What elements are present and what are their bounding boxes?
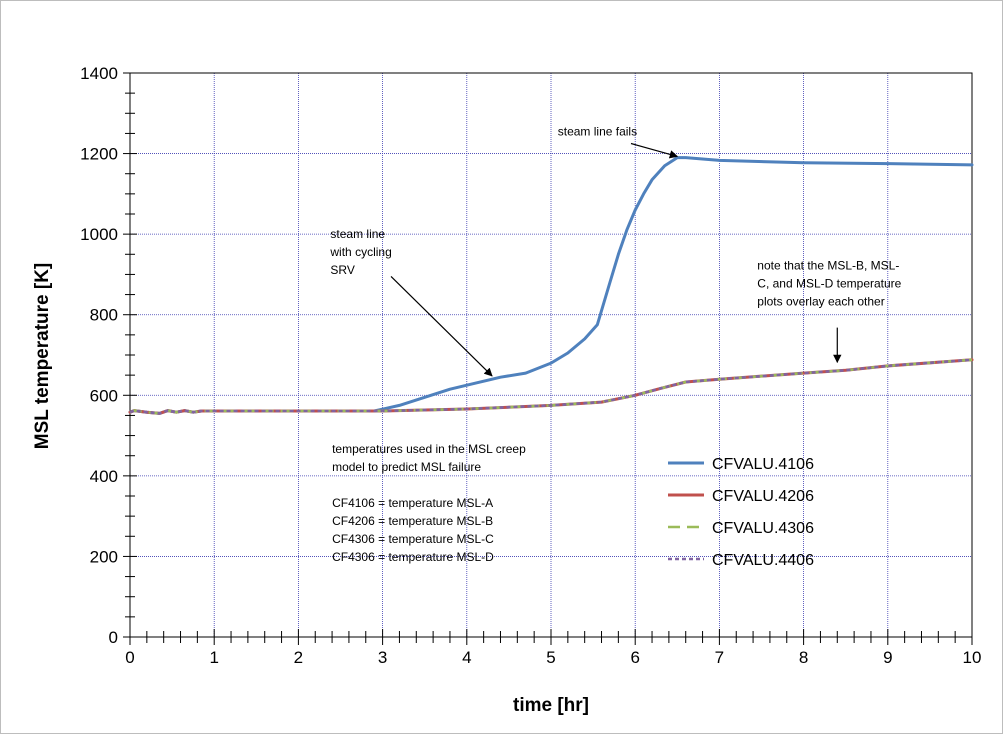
annotation-line: with cycling	[329, 245, 391, 259]
annotation-arrow-1	[390, 276, 493, 377]
x-tick-label: 7	[715, 648, 724, 667]
annotation-text-1: steam line with cycling SRV	[329, 227, 391, 277]
grid	[130, 72, 973, 637]
annotation-line	[332, 474, 335, 488]
y-tick-label: 400	[90, 467, 118, 486]
annotation-line: C, and MSL-D temperature	[757, 277, 901, 291]
y-axis-title: MSL temperature [K]	[32, 263, 53, 450]
y-tick-label: 200	[90, 547, 118, 566]
annotation-line: steam line	[330, 227, 385, 241]
y-tick-label: 600	[90, 386, 118, 405]
annotation-line: steam line fails	[558, 124, 637, 138]
legend-label-0: CFVALU.4106	[712, 456, 814, 473]
x-tick-label: 6	[630, 648, 639, 667]
annotation-line: SRV	[330, 263, 354, 277]
y-tick-label: 1400	[80, 64, 118, 83]
legend-label-3: CFVALU.4406	[712, 552, 814, 569]
x-tick-label: 3	[378, 648, 387, 667]
annotation-arrow-0	[630, 142, 679, 159]
x-tick-label: 9	[883, 648, 892, 667]
annotation-text-3: temperatures used in the MSL creep model …	[332, 442, 526, 564]
annotation-text-0: steam line fails	[558, 124, 637, 138]
annotation-line: note that the MSL-B, MSL-	[757, 259, 899, 273]
legend: CFVALU.4106 CFVALU.4206 CFVALU.4306 CFVALU.…	[668, 456, 814, 569]
legend-label-1: CFVALU.4206	[712, 488, 814, 505]
annotations: steam line fails steam line with cycling SR…	[329, 124, 901, 563]
x-tick-label: 1	[209, 648, 218, 667]
y-tick-label: 1200	[80, 145, 118, 164]
x-tick-label: 2	[294, 648, 303, 667]
annotation-text-2: note that the MSL-B, MSL- C, and MSL-D te…	[757, 259, 901, 309]
y-tick-label: 0	[109, 628, 118, 647]
annotation-line: plots overlay each other	[757, 295, 884, 309]
annotation-line: CF4306 = temperature MSL-D	[332, 550, 494, 564]
x-tick-label: 0	[125, 648, 134, 667]
x-tick-label: 8	[799, 648, 808, 667]
y-tick-label: 1000	[80, 225, 118, 244]
x-tick-label: 4	[462, 648, 471, 667]
annotation-line: CF4106 = temperature MSL-A	[332, 496, 493, 510]
axes: 0 1 2 3 4 5 6 7 8 9 10 0 200 400 600 800 1000 1200 1400	[80, 64, 981, 667]
y-tick-label: 800	[90, 306, 118, 325]
x-axis-title: time [hr]	[513, 695, 589, 716]
annotation-line: model to predict MSL failure	[332, 460, 481, 474]
annotation-line: CF4206 = temperature MSL-B	[332, 514, 493, 528]
series-line-3	[129, 358, 973, 415]
annotation-line: CF4306 = temperature MSL-C	[332, 532, 494, 546]
x-tick-label: 10	[963, 648, 982, 667]
series-lines	[128, 156, 974, 415]
annotation-line: temperatures used in the MSL creep	[332, 442, 526, 456]
legend-label-2: CFVALU.4306	[712, 520, 814, 537]
x-tick-label: 5	[546, 648, 555, 667]
